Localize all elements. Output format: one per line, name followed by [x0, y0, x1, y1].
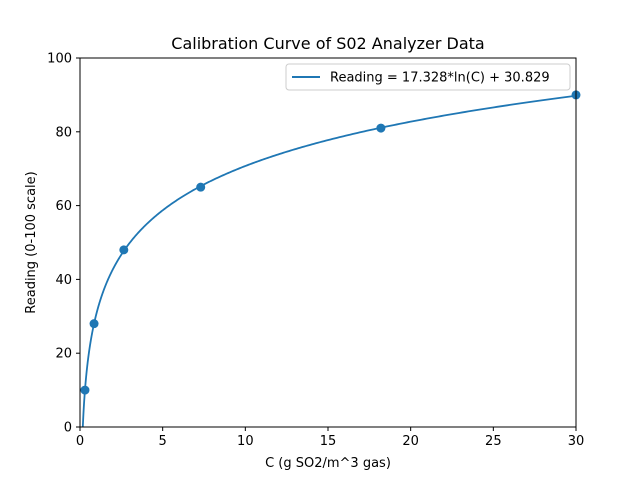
axes: 0 5 10 15 20 25 30 0 20 40 60 80 100	[47, 52, 584, 450]
fit-curve-line	[81, 94, 576, 427]
x-tick-label: 5	[159, 434, 167, 449]
x-tick-label: 15	[320, 434, 337, 449]
data-point	[196, 182, 206, 192]
x-tick-label: 20	[402, 434, 419, 449]
x-tick-label: 30	[568, 434, 585, 449]
y-tick-label: 40	[55, 273, 72, 288]
legend-box	[285, 63, 571, 91]
plot-area	[80, 58, 576, 427]
x-axis-label: C (g SO2/m^3 gas)	[265, 456, 391, 471]
y-tick-label: 20	[55, 347, 72, 362]
x-tick-label: 25	[485, 434, 502, 449]
y-tick-label: 60	[55, 199, 72, 214]
y-tick-label: 0	[64, 421, 72, 436]
legend: Reading = 17.328*ln(C) + 30.829	[285, 63, 571, 91]
legend-entry-label: Reading = 17.328*ln(C) + 30.829	[330, 71, 550, 86]
y-tick-label: 80	[55, 125, 72, 140]
y-axis-label: Reading (0-100 scale)	[24, 171, 39, 313]
x-tick-label: 0	[76, 434, 84, 449]
x-tick-label: 10	[237, 434, 254, 449]
chart-title: Calibration Curve of S02 Analyzer Data	[171, 34, 484, 53]
data-point	[80, 385, 90, 395]
data-point	[376, 123, 386, 133]
data-point	[89, 319, 99, 329]
data-point	[119, 245, 129, 255]
y-tick-label: 100	[47, 52, 72, 67]
